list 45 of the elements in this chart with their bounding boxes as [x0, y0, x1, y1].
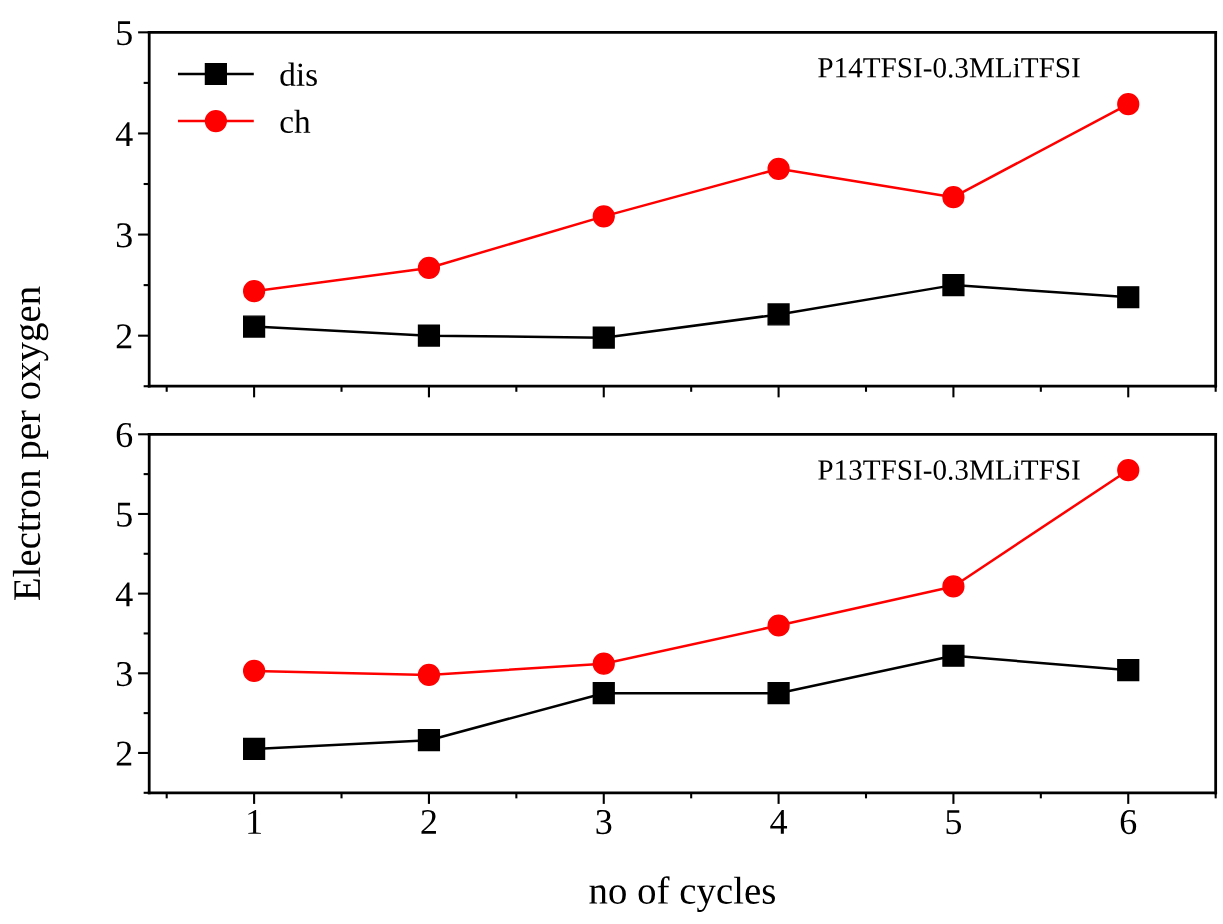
point — [1117, 459, 1140, 482]
point — [1117, 93, 1140, 116]
y-tick-label: 3 — [116, 223, 132, 248]
y-axis-title: Electron per oxygen — [12, 286, 49, 601]
point — [767, 614, 790, 637]
legend-label: ch — [280, 109, 311, 134]
point — [242, 659, 266, 683]
annotation: P13TFSI-0.3MLiTFSI — [818, 460, 1080, 481]
y-tick-label: 5 — [117, 21, 132, 46]
point — [592, 682, 615, 705]
x-tick-label: 4 — [770, 810, 788, 834]
y-tick-label: 2 — [116, 741, 132, 766]
y-tick-label: 4 — [115, 122, 133, 146]
point — [417, 663, 441, 686]
x-tick-label: 5 — [946, 810, 962, 835]
y-tick-label: 4 — [115, 582, 133, 607]
point — [592, 205, 615, 228]
point — [767, 682, 790, 705]
x-tick-label: 3 — [596, 809, 612, 835]
point — [1117, 286, 1140, 309]
point — [242, 737, 266, 761]
legend-label: dis — [280, 62, 317, 86]
point — [242, 315, 266, 338]
point — [1117, 658, 1140, 682]
point — [417, 256, 441, 280]
y-tick-label: 3 — [116, 661, 132, 687]
point — [767, 303, 790, 326]
annotation: P14TFSI-0.3MLiTFSI — [818, 57, 1080, 78]
point — [592, 326, 615, 349]
point — [942, 644, 965, 667]
x-axis-title: no of cycles — [589, 876, 775, 913]
point — [767, 157, 790, 180]
point — [942, 186, 965, 209]
point — [942, 575, 965, 598]
point — [417, 324, 441, 347]
point — [417, 729, 441, 752]
y-tick-label: 6 — [116, 422, 133, 448]
x-tick-label: 6 — [1120, 809, 1137, 835]
y-tick-label: 2 — [116, 324, 132, 349]
y-tick-label: 5 — [117, 502, 132, 527]
point — [592, 652, 615, 675]
x-tick-label: 1 — [248, 809, 261, 834]
point — [942, 274, 965, 297]
point — [242, 280, 266, 303]
x-tick-label: 2 — [421, 809, 436, 834]
